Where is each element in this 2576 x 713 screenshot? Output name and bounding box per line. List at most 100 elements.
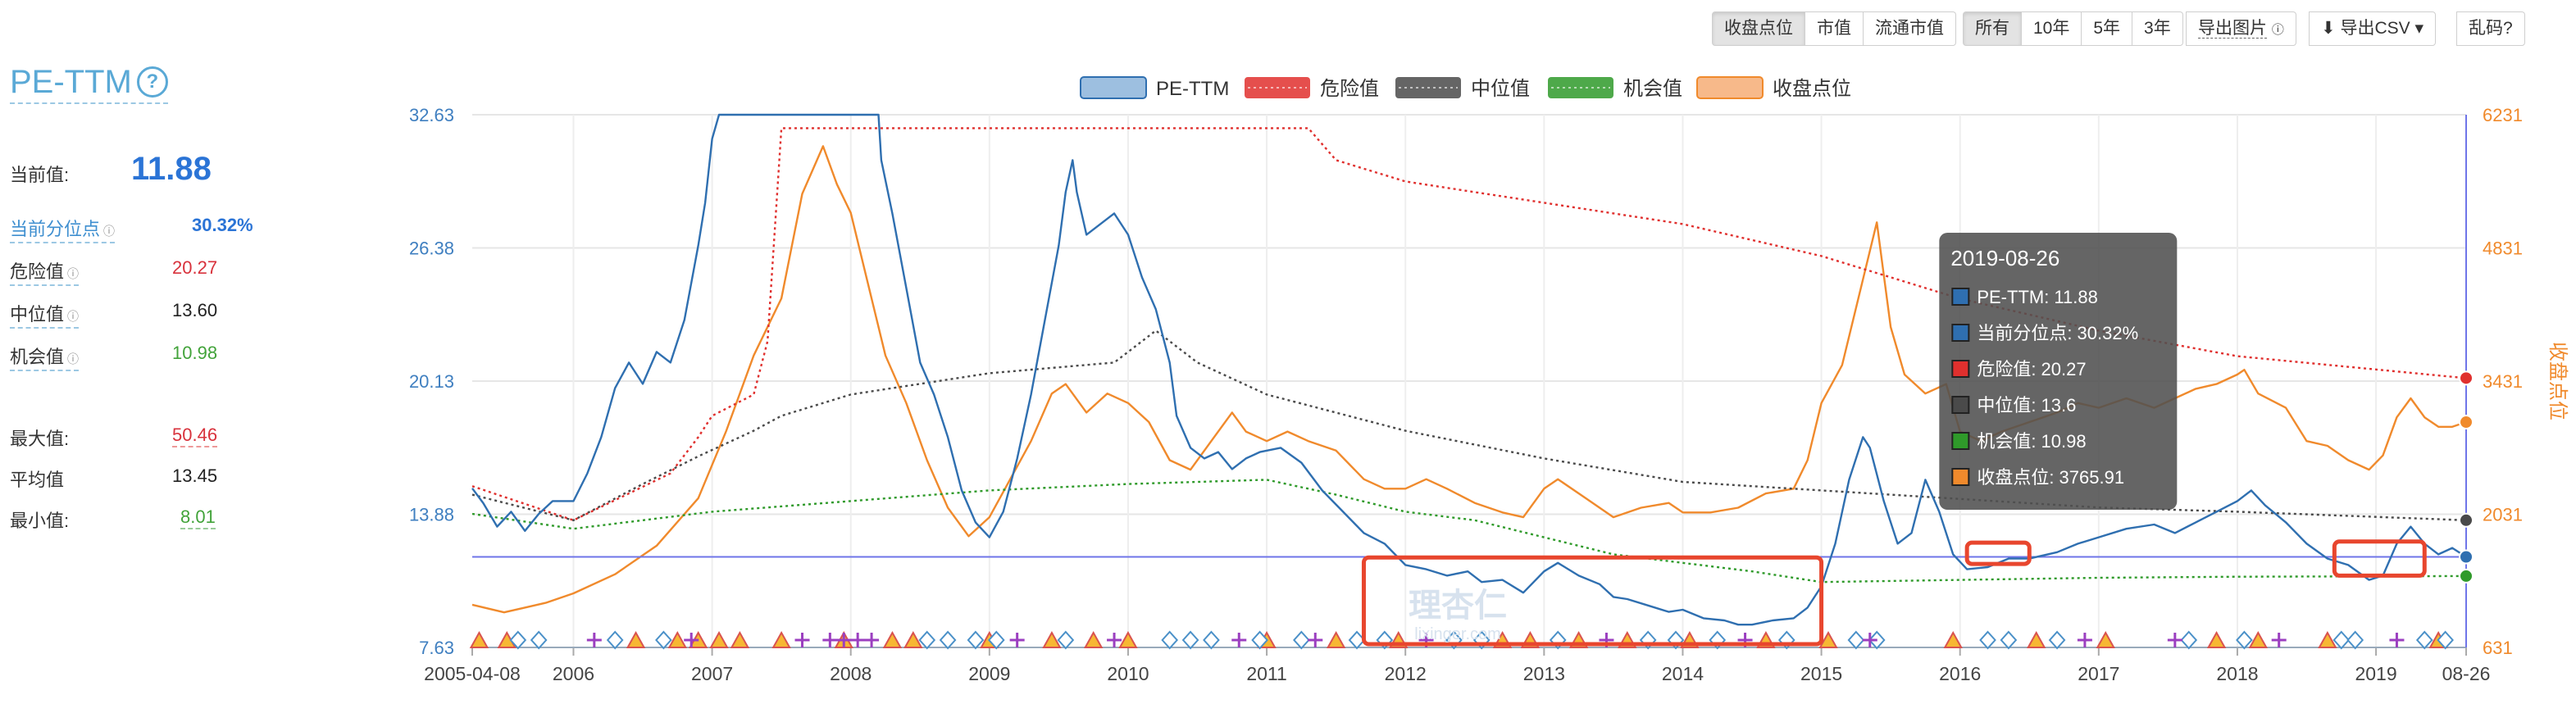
legend-item[interactable]: 机会值 (1548, 77, 1682, 100)
max-row: 最大值: 50.46 (10, 425, 218, 451)
tooltip-line: 机会值: 10.98 (1977, 431, 2086, 452)
median-row: 中位值 ⓘ 13.60 (10, 300, 217, 329)
right-tick-label: 631 (2483, 638, 2513, 658)
range-5y-button[interactable]: 5年 (2082, 11, 2133, 46)
endpoints (2459, 370, 2474, 584)
percentile-value: 30.32% (192, 215, 253, 235)
caret-down-icon: ▾ (2414, 19, 2424, 38)
current-value-label: 当前值: (10, 165, 70, 185)
cross-marker (2167, 633, 2182, 647)
diamond-marker (1847, 630, 1865, 650)
cross-marker (794, 633, 810, 647)
triangle-marker (2096, 630, 2115, 648)
left-tick-label: 7.63 (419, 638, 454, 658)
right-tick-label: 4831 (2483, 238, 2523, 259)
x-tick-label: 2010 (1107, 663, 1149, 684)
pe-ttm-title-text: PE-TTM (10, 64, 132, 100)
diamond-marker (2437, 630, 2454, 650)
export-csv-group: ⬇ 导出CSV ▾ (2309, 11, 2437, 46)
diamond-marker (530, 630, 548, 650)
download-icon: ⬇ (2321, 19, 2336, 38)
cross-marker (864, 633, 880, 647)
range-10y-button[interactable]: 10年 (2022, 11, 2082, 46)
tooltip-line: 危险值: 20.27 (1977, 359, 2086, 379)
diamond-marker (987, 630, 1005, 650)
x-tick-label: 2012 (1385, 663, 1427, 684)
garbled-button[interactable]: 乱码? (2456, 11, 2525, 46)
range-all-button[interactable]: 所有 (1963, 11, 2022, 46)
metric-close-button[interactable]: 收盘点位 (1712, 11, 1805, 46)
triangle-marker (709, 630, 729, 648)
cross-marker (822, 633, 838, 647)
range-3y-button[interactable]: 3年 (2132, 11, 2183, 46)
cross-marker (1308, 633, 1323, 647)
legend-item[interactable]: 中位值 (1395, 77, 1530, 100)
tooltip-line: 当前分位点: 30.32% (1977, 323, 2138, 343)
legend-item[interactable]: 危险值 (1245, 77, 1379, 100)
cross-marker (1009, 633, 1025, 647)
right-tick-label: 2031 (2483, 505, 2523, 525)
diamond-marker (655, 630, 672, 650)
legend-item[interactable]: 收盘点位 (1696, 76, 1851, 100)
highlight-box (1964, 540, 2032, 566)
diamond-marker (1203, 630, 1220, 650)
chance-label[interactable]: 机会值 ⓘ (10, 343, 80, 371)
danger-value: 20.27 (172, 257, 218, 278)
tooltip-line: PE-TTM: 11.88 (1977, 287, 2098, 307)
tooltip-swatch (1951, 288, 1970, 306)
left-tick-label: 13.88 (409, 505, 454, 525)
x-tick-label: 2016 (1939, 663, 1981, 684)
max-value: 50.46 (172, 425, 218, 447)
legend: PE-TTM 危险值 中位值 机会值 收盘点位 (1080, 76, 1851, 100)
legend-item[interactable]: PE-TTM (1080, 76, 1229, 100)
diamond-marker (939, 630, 957, 650)
danger-endpoint (2459, 370, 2474, 386)
median-endpoint (2459, 512, 2474, 528)
legend-label: 危险值 (1320, 78, 1379, 100)
triangle-marker (1326, 630, 1346, 648)
help-icon[interactable]: ? (136, 66, 168, 98)
percentile-row: 当前分位点 ⓘ 30.32% (10, 215, 253, 243)
x-tick-label: 2015 (1800, 663, 1842, 684)
min-label: 最小值: (10, 511, 70, 531)
triangle-marker (1083, 630, 1104, 648)
median-label[interactable]: 中位值 ⓘ (10, 300, 80, 329)
percentile-label[interactable]: 当前分位点 ⓘ (10, 215, 116, 243)
x-tick-label: 08-26 (2442, 663, 2491, 684)
left-tick-label: 32.63 (409, 105, 454, 125)
diamond-marker (2415, 630, 2433, 650)
diamond-marker (967, 630, 985, 650)
highlight-box (1361, 555, 1824, 647)
cross-marker (850, 633, 866, 647)
cross-marker (2389, 633, 2405, 647)
help-icon: ⓘ (2271, 23, 2284, 37)
median-series (471, 329, 2467, 522)
tooltip-box (1939, 233, 2178, 510)
triangle-marker (1118, 630, 1138, 648)
triangle-marker (626, 630, 646, 648)
cross-marker (2271, 633, 2287, 647)
highlight-box (2332, 539, 2427, 578)
diamond-marker (1161, 630, 1179, 650)
x-tick-label: 2007 (691, 663, 733, 684)
cross-marker (2077, 633, 2092, 647)
danger-label[interactable]: 危险值 ⓘ (10, 257, 80, 286)
tooltip-line: 中位值: 13.6 (1977, 395, 2076, 416)
diamond-marker (1293, 630, 1310, 650)
tooltip-swatch (1951, 432, 1970, 450)
pe-ttm-series (471, 113, 2467, 626)
triangle-marker (667, 630, 688, 648)
diamond-marker (1979, 630, 1996, 650)
help-icon: ⓘ (67, 352, 80, 366)
export-csv-button[interactable]: ⬇ 导出CSV ▾ (2309, 11, 2437, 46)
export-image-button[interactable]: 导出图片 ⓘ (2186, 11, 2296, 46)
legend-label: PE-TTM (1156, 78, 1229, 100)
tooltip-line: 收盘点位: 3765.91 (1977, 467, 2124, 488)
metric-marketcap-button[interactable]: 市值 (1805, 11, 1864, 46)
cross-marker (1231, 633, 1247, 647)
metric-button-group: 收盘点位 市值 流通市值 (1712, 11, 1956, 46)
legend-swatch (1696, 76, 1764, 99)
diamond-marker (509, 630, 527, 650)
metric-float-marketcap-button[interactable]: 流通市值 (1864, 11, 1956, 46)
